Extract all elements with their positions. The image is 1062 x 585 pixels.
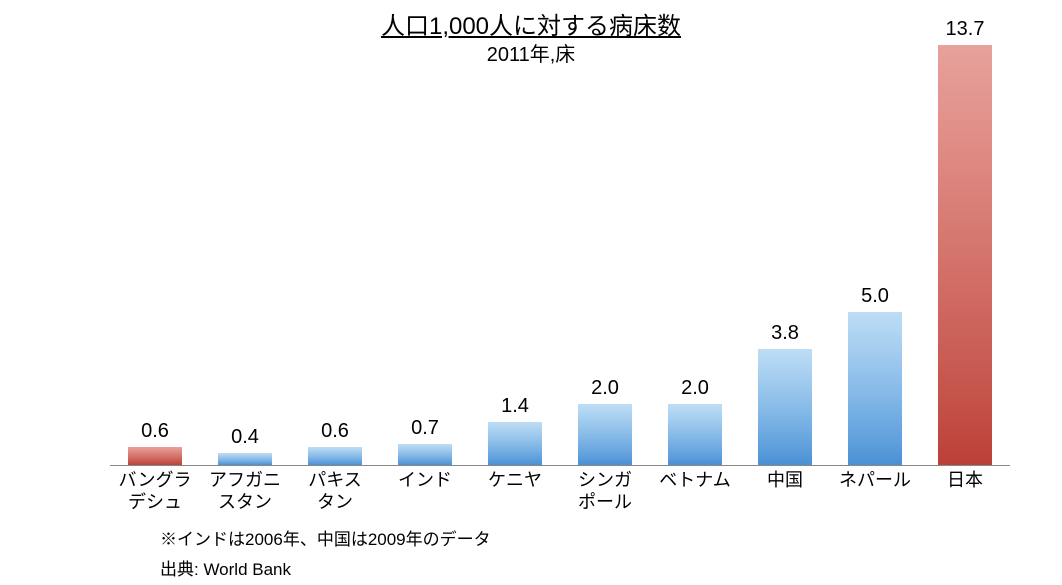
bar-value-label: 0.4	[231, 426, 259, 449]
bar-slot: 3.8	[740, 322, 830, 465]
chart-note: ※インドは2006年、中国は2009年のデータ	[160, 525, 491, 550]
bar-value-label: 0.6	[141, 420, 169, 443]
bar	[578, 404, 632, 465]
bar-slot: 0.7	[380, 417, 470, 465]
bar-slot: 1.4	[470, 395, 560, 465]
x-axis-label: パキスタン	[290, 470, 380, 513]
x-axis-label: バングラデシュ	[110, 470, 200, 513]
x-axis-label: 中国	[740, 470, 830, 513]
bar-value-label: 13.7	[946, 18, 985, 41]
bars-row: 0.60.40.60.71.42.02.03.85.013.7	[110, 45, 1010, 465]
x-axis-labels: バングラデシュアフガニスタンパキスタンインドケニヤシンガポールベトナム中国ネパー…	[110, 470, 1010, 513]
x-axis-label: シンガポール	[560, 470, 650, 513]
bar	[848, 312, 902, 465]
bar	[488, 422, 542, 465]
bar	[938, 45, 992, 465]
bar	[758, 349, 812, 465]
x-axis-label: 日本	[920, 470, 1010, 513]
bar-slot: 2.0	[560, 377, 650, 465]
x-axis-baseline	[110, 465, 1010, 466]
bar-value-label: 3.8	[771, 322, 799, 345]
bar-value-label: 2.0	[681, 377, 709, 400]
plot-area: 0.60.40.60.71.42.02.03.85.013.7	[110, 45, 1010, 465]
bar-slot: 2.0	[650, 377, 740, 465]
x-axis-label: インド	[380, 470, 470, 513]
bar-slot: 5.0	[830, 285, 920, 465]
chart-container: 人口1,000人に対する病床数 2011年,床 0.60.40.60.71.42…	[0, 0, 1062, 585]
chart-title: 人口1,000人に対する病床数	[0, 6, 1062, 41]
bar-slot: 13.7	[920, 18, 1010, 465]
bar	[398, 444, 452, 465]
bar-value-label: 1.4	[501, 395, 529, 418]
bar-value-label: 2.0	[591, 377, 619, 400]
bar-slot: 0.6	[290, 420, 380, 465]
bar	[668, 404, 722, 465]
bar	[218, 453, 272, 465]
bar-value-label: 0.6	[321, 420, 349, 443]
x-axis-label: ネパール	[830, 470, 920, 513]
bar-slot: 0.4	[200, 426, 290, 465]
bar	[308, 447, 362, 465]
bar-value-label: 5.0	[861, 285, 889, 308]
x-axis-label: ベトナム	[650, 470, 740, 513]
x-axis-label: ケニヤ	[470, 470, 560, 513]
bar	[128, 447, 182, 465]
bar-slot: 0.6	[110, 420, 200, 465]
bar-value-label: 0.7	[411, 417, 439, 440]
chart-source: 出典: World Bank	[160, 555, 291, 580]
x-axis-label: アフガニスタン	[200, 470, 290, 513]
